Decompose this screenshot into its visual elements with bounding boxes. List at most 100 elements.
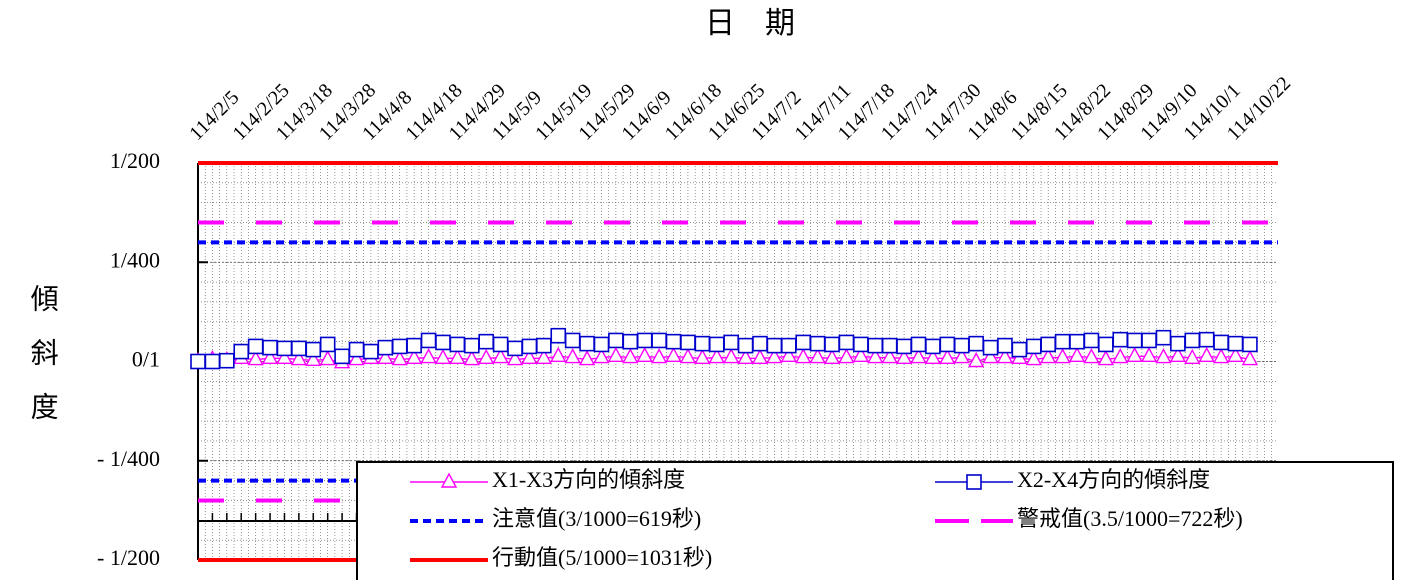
square-marker (1040, 336, 1056, 353)
square-marker (348, 341, 365, 358)
square-marker (1098, 336, 1114, 353)
square-marker (838, 334, 855, 351)
triangle-marker (1184, 348, 1201, 365)
triangle-marker (1140, 346, 1158, 363)
triangle-marker (420, 348, 437, 364)
square-marker (276, 340, 293, 357)
square-marker (708, 336, 725, 353)
square-marker (867, 337, 884, 354)
square-marker (550, 327, 567, 344)
triangle-marker (665, 346, 682, 363)
triangle-marker (1241, 350, 1259, 366)
triangle-marker (1212, 348, 1230, 364)
legend-label: X1-X3方向的傾斜度 (492, 467, 685, 492)
triangle-marker (1083, 348, 1100, 364)
square-marker (781, 337, 797, 354)
triangle-marker (722, 348, 740, 364)
square-marker (795, 334, 812, 351)
square-marker (507, 340, 523, 357)
square-marker (1083, 332, 1100, 349)
triangle-marker (939, 348, 956, 365)
legend-marker (966, 474, 982, 490)
triangle-marker (1054, 348, 1071, 364)
square-marker (939, 336, 956, 353)
square-marker (1011, 341, 1028, 358)
triangle-marker (751, 348, 769, 365)
triangle-marker (478, 348, 495, 365)
triangle-marker (1169, 346, 1187, 363)
square-marker (982, 339, 999, 356)
triangle-marker (1198, 346, 1215, 363)
square-marker (968, 335, 984, 352)
square-marker (463, 337, 480, 354)
square-marker (694, 335, 711, 352)
triangle-marker (838, 348, 855, 364)
triangle-marker (593, 348, 610, 364)
square-marker (1112, 331, 1129, 348)
legend-label: X2-X4方向的傾斜度 (1017, 467, 1210, 492)
triangle-marker (650, 348, 668, 364)
square-marker (925, 338, 941, 355)
square-marker (953, 337, 970, 354)
triangle-marker (924, 348, 942, 365)
y-tick-label: - 1/200 (97, 545, 160, 570)
triangle-marker (967, 352, 985, 368)
square-marker (809, 335, 826, 352)
y-tick-label: 1/400 (110, 247, 160, 272)
square-marker (593, 336, 610, 353)
triangle-marker (305, 350, 322, 367)
triangle-marker (521, 348, 538, 365)
square-marker (1184, 332, 1201, 349)
triangle-marker (809, 348, 826, 364)
y-tick-label: - 1/400 (97, 446, 160, 471)
square-marker (665, 333, 682, 350)
triangle-marker (348, 350, 365, 366)
square-marker (824, 336, 840, 353)
square-marker (492, 336, 509, 353)
square-marker (910, 336, 927, 353)
square-marker (1155, 329, 1172, 346)
triangle-marker (578, 350, 596, 366)
triangle-marker (1227, 346, 1244, 363)
square-marker (1227, 335, 1244, 352)
square-marker (766, 337, 783, 354)
square-marker (896, 338, 912, 355)
triangle-marker (1112, 348, 1129, 364)
triangle-marker (377, 348, 394, 365)
square-marker (305, 341, 322, 358)
triangle-marker (564, 348, 581, 364)
square-marker (219, 352, 235, 369)
triangle-marker (535, 348, 553, 365)
square-marker (651, 332, 667, 349)
square-marker (291, 340, 307, 357)
triangle-marker (550, 346, 567, 363)
square-marker (881, 337, 898, 354)
triangle-marker (290, 350, 308, 366)
triangle-marker (492, 348, 509, 364)
triangle-marker (1040, 348, 1057, 364)
square-marker (1069, 333, 1085, 350)
triangle-marker (867, 348, 884, 364)
square-marker (420, 332, 437, 349)
square-marker (752, 335, 768, 352)
square-marker (536, 337, 552, 354)
triangle-marker (247, 350, 264, 366)
triangle-marker (852, 346, 870, 363)
x-axis-title: 日 期 (705, 7, 795, 40)
square-marker (1054, 333, 1071, 350)
square-marker (723, 334, 739, 351)
square-marker (363, 343, 379, 360)
legend-marker (440, 472, 458, 488)
square-marker (406, 337, 422, 354)
square-marker (1141, 332, 1157, 349)
square-marker (449, 336, 466, 353)
square-marker (636, 332, 653, 349)
triangle-marker (1068, 346, 1086, 363)
triangle-marker (708, 348, 725, 364)
triangle-marker (506, 350, 524, 366)
square-marker (190, 353, 206, 370)
triangle-marker (895, 348, 913, 365)
square-marker (1025, 338, 1042, 355)
square-marker (622, 333, 639, 350)
